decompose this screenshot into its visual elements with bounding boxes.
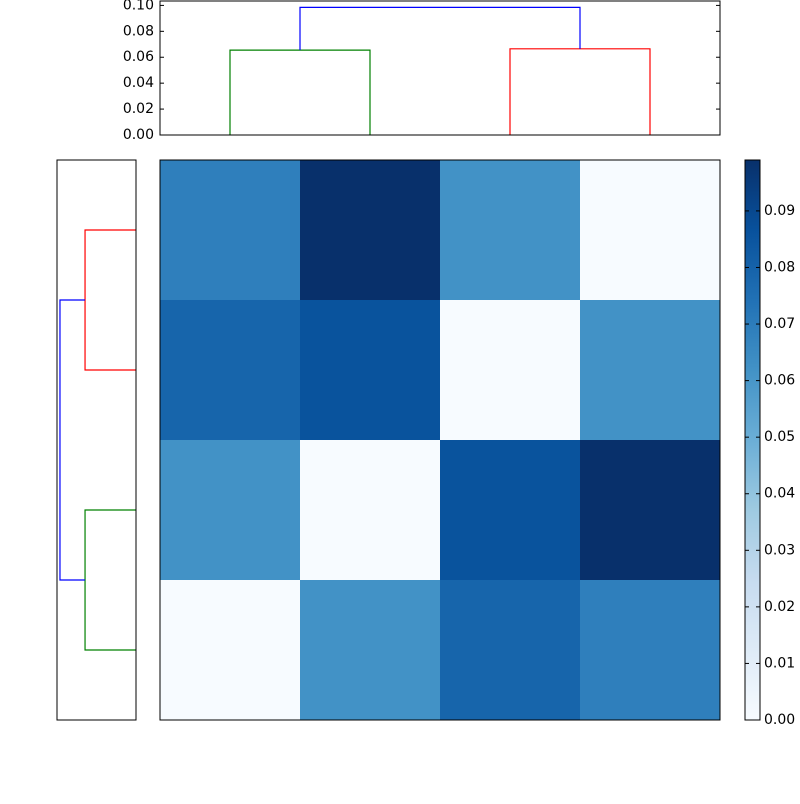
heatmap-cell [580, 300, 721, 441]
dendrogram-link [299, 6, 581, 51]
y-tick-label: 0.00 [123, 127, 154, 143]
heatmap-cell [160, 300, 301, 441]
heatmap-cell [160, 580, 301, 721]
colorbar-tick-label: 0.08 [764, 259, 795, 275]
y-tick-label: 0.04 [123, 75, 154, 91]
heatmap-cell [440, 160, 581, 301]
y-tick-label: 0.08 [123, 23, 154, 39]
y-tick-label: 0.02 [123, 101, 154, 117]
dendrogram-link [229, 49, 371, 135]
y-tick-label: 0.10 [123, 0, 154, 13]
heatmap-cell [580, 580, 721, 721]
dendrogram-link [84, 509, 136, 651]
colorbar-tick-label: 0.00 [764, 712, 795, 728]
colorbar-tick-label: 0.04 [764, 486, 795, 502]
heatmap-cell [440, 440, 581, 581]
colorbar-tick-label: 0.07 [764, 316, 795, 332]
heatmap-cell [300, 440, 441, 581]
heatmap-cell [160, 160, 301, 301]
heatmap-cell [300, 300, 441, 441]
colorbar-tick-label: 0.01 [764, 655, 795, 671]
heatmap-cell [300, 160, 441, 301]
colorbar-tick-label: 0.09 [764, 203, 795, 219]
dendrogram-link [59, 299, 86, 581]
y-tick-label: 0.06 [123, 49, 154, 65]
heatmap-cell [440, 300, 581, 441]
colorbar-tick-label: 0.05 [764, 429, 795, 445]
heatmap-cell [300, 580, 441, 721]
colorbar-tick-label: 0.02 [764, 599, 795, 615]
heatmap-cell [580, 440, 721, 581]
heatmap-cell [580, 160, 721, 301]
axes-frame [159, 0, 721, 136]
heatmap-cell [440, 580, 581, 721]
heatmap-frame [159, 159, 721, 721]
colorbar-tick-label: 0.06 [764, 373, 795, 389]
colorbar-tick-label: 0.03 [764, 542, 795, 558]
colorbar [744, 159, 761, 721]
heatmap-cell [160, 440, 301, 581]
dendrogram-link [84, 229, 136, 371]
axes-frame [56, 159, 137, 721]
dendrogram-link [509, 48, 651, 135]
